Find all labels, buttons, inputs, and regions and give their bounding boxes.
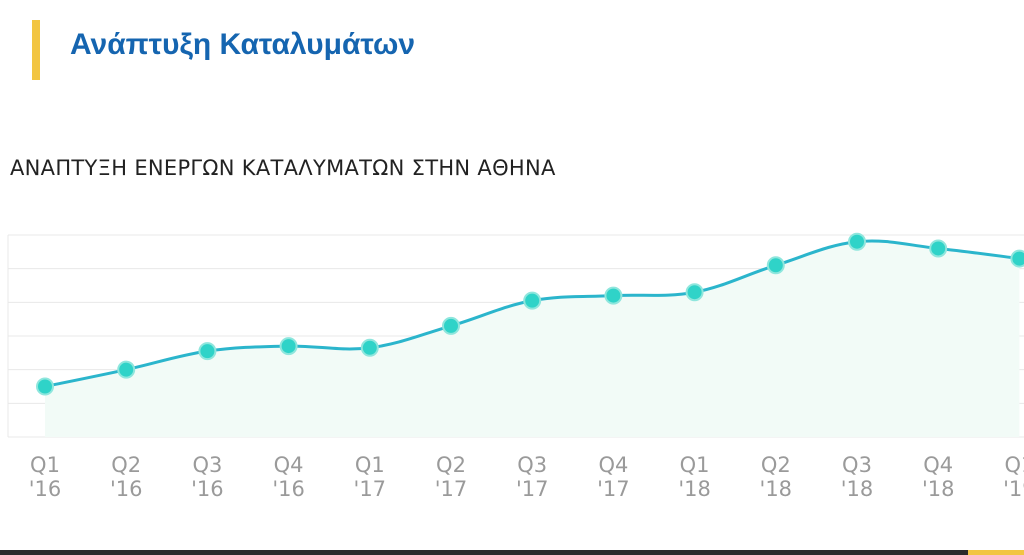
data-point xyxy=(685,283,704,302)
footer-accent xyxy=(968,550,1024,555)
x-tick-label: Q1 xyxy=(1004,453,1024,477)
x-tick-label: Q4 xyxy=(274,453,304,477)
data-point xyxy=(198,342,217,361)
x-tick-year-label: '17 xyxy=(597,477,630,501)
x-tick-year-label: '18 xyxy=(841,477,874,501)
x-tick-label: Q2 xyxy=(436,453,466,477)
data-point xyxy=(117,360,136,379)
x-tick-year-label: '17 xyxy=(435,477,468,501)
x-tick-year-label: '18 xyxy=(922,477,955,501)
x-tick-label: Q1 xyxy=(680,453,710,477)
x-tick-year-label: '17 xyxy=(516,477,549,501)
data-point xyxy=(442,316,460,335)
x-tick-label: Q3 xyxy=(842,453,872,477)
page-title: Ανάπτυξη Καταλυμάτων xyxy=(70,28,415,61)
area-fill-shape xyxy=(45,240,1020,437)
x-tick-label: Q2 xyxy=(761,453,791,477)
x-tick-year-label: '16 xyxy=(29,477,62,501)
data-point xyxy=(604,286,623,305)
area-fill xyxy=(45,240,1020,437)
data-point xyxy=(848,232,866,251)
x-tick-label: Q4 xyxy=(923,453,953,477)
data-point xyxy=(36,377,54,396)
data-point xyxy=(523,291,542,310)
data-point xyxy=(766,256,785,275)
x-tick-label: Q3 xyxy=(517,453,547,477)
data-point xyxy=(1010,249,1024,268)
x-tick-year-label: '16 xyxy=(191,477,224,501)
footer-divider xyxy=(0,550,1024,555)
x-axis-ticks: Q1'16Q2'16Q3'16Q4'16Q1'17Q2'17Q3'17Q4'17… xyxy=(29,453,1024,501)
x-tick-year-label: '16 xyxy=(272,477,305,501)
x-tick-year-label: '18 xyxy=(678,477,711,501)
x-tick-label: Q1 xyxy=(30,453,60,477)
chart-title: ΑΝΑΠΤΥΞΗ ΕΝΕΡΓΩΝ ΚΑΤΑΛΥΜΑΤΩΝ ΣΤΗΝ ΑΘΗΝΑ xyxy=(10,156,556,180)
title-accent-bar xyxy=(32,20,40,80)
x-tick-year-label: '18 xyxy=(760,477,793,501)
x-tick-year-label: '17 xyxy=(354,477,387,501)
data-points xyxy=(36,232,1024,396)
x-tick-label: Q1 xyxy=(355,453,385,477)
x-tick-year-label: '16 xyxy=(110,477,143,501)
data-point xyxy=(360,338,379,357)
x-tick-label: Q2 xyxy=(111,453,141,477)
x-tick-label: Q4 xyxy=(598,453,628,477)
data-point xyxy=(279,337,298,356)
data-point xyxy=(929,239,948,258)
x-tick-year-label: '19 xyxy=(1003,477,1024,501)
x-tick-label: Q3 xyxy=(192,453,222,477)
